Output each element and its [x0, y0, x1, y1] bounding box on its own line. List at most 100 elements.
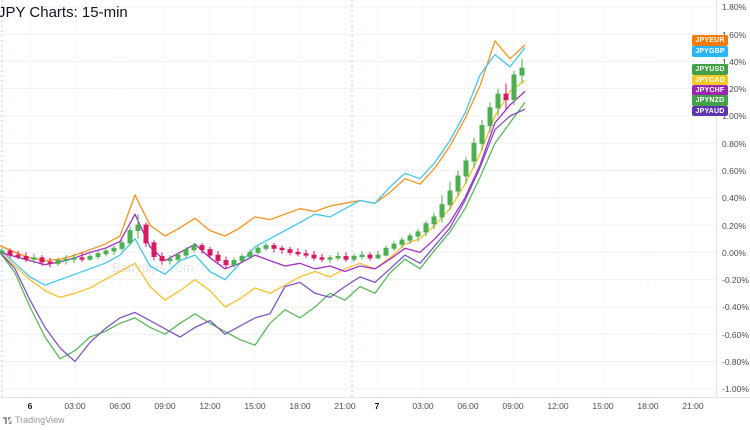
candle-body-jpyusd[interactable]	[295, 251, 301, 255]
candle-body-jpyusd[interactable]	[263, 245, 269, 249]
tradingview-logo-icon	[3, 416, 12, 424]
candle-body-jpyusd[interactable]	[271, 245, 277, 249]
price-chip-jpynzd: JPYNZD	[692, 95, 728, 106]
candle-body-jpyusd[interactable]	[511, 74, 517, 101]
candle-body-jpyusd[interactable]	[415, 231, 421, 237]
candle-body-jpyusd[interactable]	[167, 258, 173, 262]
price-chip-jpyaud: JPYAUD	[692, 105, 728, 117]
candle-body-jpyusd[interactable]	[471, 142, 477, 162]
candle-body-jpyusd[interactable]	[55, 260, 61, 264]
line-series-jpychf[interactable]	[0, 90, 526, 273]
price-tick-label: -0.80%	[722, 357, 749, 368]
price-chip-jpychf: JPYCHF	[692, 85, 728, 96]
candle-body-jpyusd[interactable]	[223, 260, 229, 266]
time-tick-label: 15:00	[592, 401, 614, 411]
time-tick-label: 09:00	[502, 401, 524, 411]
line-series-jpyeur[interactable]	[0, 40, 526, 262]
line-series-jpycad[interactable]	[0, 79, 526, 308]
candle-body-jpyusd[interactable]	[175, 254, 181, 260]
candle-body-jpyusd[interactable]	[15, 254, 21, 257]
candle-body-jpyusd[interactable]	[247, 251, 253, 257]
candle-body-jpyusd[interactable]	[311, 254, 317, 259]
candle-body-jpyusd[interactable]	[135, 224, 141, 232]
candle-body-jpyusd[interactable]	[399, 239, 405, 245]
price-tick-label: 1.40%	[722, 56, 747, 67]
candle-body-jpyusd[interactable]	[239, 255, 245, 262]
candle-body-jpyusd[interactable]	[447, 190, 453, 206]
candle-body-jpyusd[interactable]	[103, 250, 109, 255]
candle-body-jpyusd[interactable]	[431, 216, 437, 225]
candle-body-jpyusd[interactable]	[407, 235, 413, 241]
candle-body-jpyusd[interactable]	[391, 243, 397, 249]
time-tick-label: 12:00	[199, 401, 221, 411]
price-tick-label: 1.80%	[722, 2, 747, 13]
line-series-jpygbp[interactable]	[0, 47, 526, 286]
candle-body-jpyusd[interactable]	[143, 224, 149, 244]
candle-body-jpyusd[interactable]	[79, 257, 85, 260]
candle-body-jpyusd[interactable]	[335, 255, 341, 259]
candle-body-jpyusd[interactable]	[351, 255, 357, 260]
time-tick-label: 06:00	[457, 401, 479, 411]
candle-body-jpyusd[interactable]	[383, 247, 389, 256]
candle-body-jpyusd[interactable]	[423, 223, 429, 233]
candle-body-jpyusd[interactable]	[23, 255, 29, 260]
candle-body-jpyusd[interactable]	[159, 255, 165, 262]
candle-body-jpyusd[interactable]	[367, 254, 373, 259]
price-axis[interactable]: 1.80% 1.60% 1.40% 1.20% 1.00% 0.80% 0.60% 0.40%…	[692, 0, 750, 397]
candle-body-jpyusd[interactable]	[255, 247, 261, 253]
price-chart-canvas[interactable]	[0, 0, 716, 397]
candle-body-jpyusd[interactable]	[503, 93, 509, 101]
candle-body-jpyusd[interactable]	[279, 247, 285, 251]
tradingview-attribution[interactable]: TradingView	[3, 415, 65, 425]
time-axis[interactable]: 6 03:00 06:00 09:00 12:00 15:00 18:00 21:00 7 03:…	[0, 397, 750, 414]
chart-plot-area[interactable]	[0, 0, 716, 397]
candle-body-jpyusd[interactable]	[455, 175, 461, 192]
candle-body-jpyusd[interactable]	[111, 247, 117, 252]
candle-body-jpyusd[interactable]	[191, 245, 197, 251]
candle-body-jpyusd[interactable]	[87, 255, 93, 260]
candle-body-jpyusd[interactable]	[95, 253, 101, 257]
price-tick-label: -0.40%	[722, 302, 749, 313]
candle-body-jpyusd[interactable]	[215, 254, 221, 262]
line-series-jpyaud[interactable]	[0, 108, 526, 363]
candle-body-jpyusd[interactable]	[0, 250, 5, 253]
candle-body-jpyusd[interactable]	[39, 257, 45, 263]
price-tick-label: -0.60%	[722, 329, 749, 340]
candle-body-jpyusd[interactable]	[47, 261, 53, 264]
candle-body-jpyusd[interactable]	[375, 254, 381, 259]
candle-body-jpyusd[interactable]	[7, 250, 13, 256]
candle-body-jpyusd[interactable]	[319, 257, 325, 260]
candle-body-jpyusd[interactable]	[183, 249, 189, 256]
candle-body-jpyusd[interactable]	[207, 249, 213, 256]
line-series-jpynzd[interactable]	[0, 101, 526, 360]
price-tick-label: 0.80%	[722, 138, 747, 149]
candle-body-jpyusd[interactable]	[31, 257, 37, 260]
candle-body-jpyusd[interactable]	[151, 242, 157, 257]
price-tick-label: 1.20%	[722, 84, 747, 95]
price-chip-jpyeur: JPYEUR	[692, 35, 728, 46]
candle-body-jpyusd[interactable]	[199, 245, 205, 251]
candle-body-jpyusd[interactable]	[487, 107, 493, 127]
candle-body-jpyusd[interactable]	[71, 257, 77, 260]
time-tick-label: 06:00	[109, 401, 131, 411]
candle-body-jpyusd[interactable]	[303, 253, 309, 256]
price-chip-jpycad: JPYCAD	[692, 74, 728, 86]
candle-body-jpyusd[interactable]	[359, 254, 365, 257]
candle-body-jpyusd[interactable]	[463, 160, 469, 177]
price-tick-label: 1.60%	[722, 29, 747, 40]
candle-body-jpyusd[interactable]	[231, 260, 237, 266]
candle-body-jpyusd[interactable]	[343, 255, 349, 260]
candle-body-jpyusd[interactable]	[119, 242, 125, 249]
time-tick-label: 09:00	[154, 401, 176, 411]
time-tick-label: 18:00	[289, 401, 311, 411]
candle-body-jpyusd[interactable]	[287, 249, 293, 253]
candle-body-jpyusd[interactable]	[127, 230, 133, 244]
candle-body-jpyusd[interactable]	[63, 258, 69, 262]
candle-body-jpyusd[interactable]	[519, 67, 525, 76]
candle-body-jpyusd[interactable]	[495, 93, 501, 109]
candle-body-jpyusd[interactable]	[439, 204, 445, 218]
time-tick-label: 21:00	[682, 401, 704, 411]
candle-body-jpyusd[interactable]	[479, 125, 485, 144]
candle-body-jpyusd[interactable]	[327, 257, 333, 260]
